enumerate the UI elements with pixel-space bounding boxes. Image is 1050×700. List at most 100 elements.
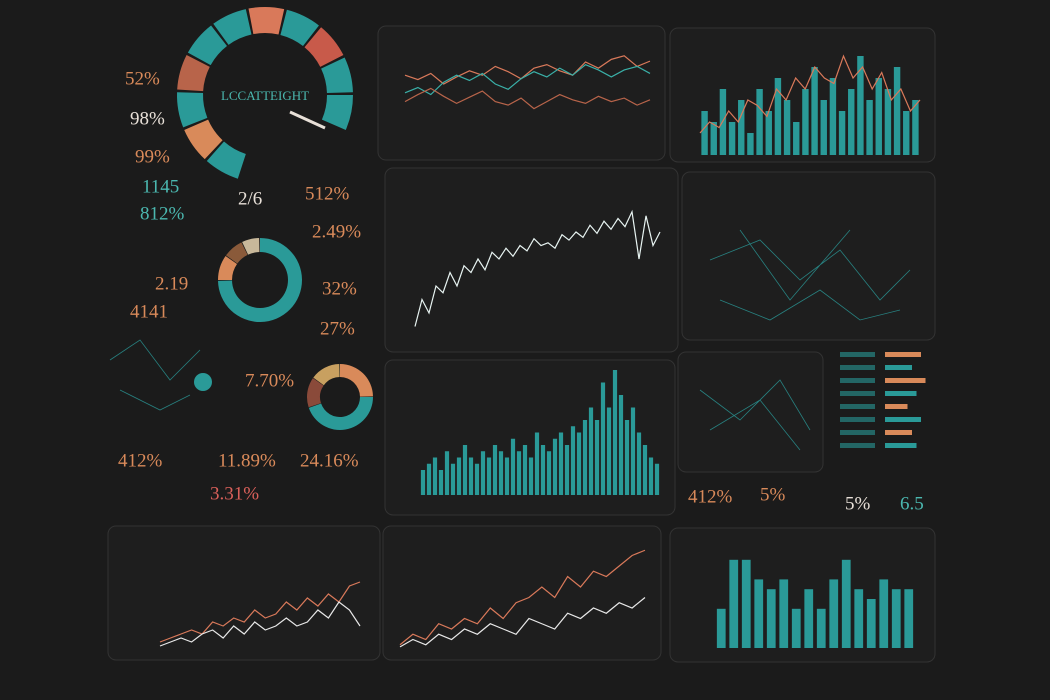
bar [540,445,546,495]
bar [728,122,736,155]
row-track [840,404,875,409]
gauge-segment [213,9,252,45]
stat: 5% [760,484,786,505]
bar [829,78,837,155]
bar [474,463,480,495]
bar [816,608,826,648]
bar [857,56,864,155]
bar [747,133,754,155]
bar [765,111,772,155]
row-track [840,430,875,435]
bar [893,67,901,155]
bar [838,111,846,155]
stat: 52% [125,68,160,89]
gauge-title: LCCATTEIGHT [221,88,309,103]
bar [588,407,594,495]
donut-slice [226,242,248,264]
stat: 6.5 [900,493,924,514]
stat: 98% [130,108,165,129]
bar [522,445,528,495]
bar [486,457,492,495]
bar [516,451,522,495]
bar [564,445,570,495]
line [159,581,361,643]
bar [820,100,827,155]
bar [630,407,636,495]
gauge-segment [304,27,344,67]
row-bar [885,430,912,435]
bar [891,589,901,648]
bar [904,589,914,648]
row-track [840,352,875,357]
bar [648,457,654,495]
bar [756,89,763,155]
stat: 812% [140,203,185,224]
donut-slice [242,238,260,255]
stat: 99% [135,146,170,167]
line [399,549,646,646]
stat: 32% [322,278,357,299]
bar [492,445,498,495]
bar [624,420,630,495]
bar [802,89,809,155]
bar [534,432,540,495]
gauge-segment [280,9,319,47]
bar [420,470,426,495]
row-track [840,378,875,383]
line [399,597,646,648]
gauge-segment [177,92,208,128]
stat: 2/6 [238,188,262,209]
bar [654,463,660,495]
bar [510,438,516,495]
gauge-segment [206,141,246,179]
bar [884,89,892,155]
bar [444,451,450,495]
bar [912,100,919,155]
gauge-segment [184,119,223,160]
row-bar [885,352,921,357]
bar [528,457,534,495]
bar [468,457,474,495]
donut-slice [218,255,238,280]
donut-slice [306,378,324,408]
bar [432,457,438,495]
donut-slice [340,363,373,397]
bar [480,451,486,495]
donut-slice [308,397,373,431]
gauge-segment [321,95,353,130]
bar [774,78,782,155]
stat: 24.16% [300,450,359,471]
stat: 412% [688,486,733,507]
bar [854,589,864,648]
bar [450,463,456,495]
bar [552,438,558,495]
donut-slice [218,238,302,322]
bar [594,420,600,495]
bar [783,100,791,155]
stat: 5% [845,493,871,514]
row-bar [885,443,917,448]
bar [779,579,789,648]
stat: 1145 [142,176,179,197]
bar [462,445,468,495]
bar [866,100,873,155]
bar [766,589,776,648]
stat: 4141 [130,301,168,322]
bar [642,445,648,495]
bar [741,559,751,648]
row-bar [885,391,917,396]
row-track [840,443,875,448]
stats: 52% 98% 99% 1145 812% 2/6 512% 2.49% 2.1… [118,68,924,514]
bar [729,559,739,648]
bar [866,599,876,648]
gauge-needle [289,110,326,130]
bar [636,432,642,495]
bar [848,89,855,155]
bar [754,579,764,648]
stat: 2.49% [312,221,361,242]
bar [879,579,889,648]
bar [504,457,510,495]
row-track [840,391,875,396]
gauge-segment [177,55,210,92]
